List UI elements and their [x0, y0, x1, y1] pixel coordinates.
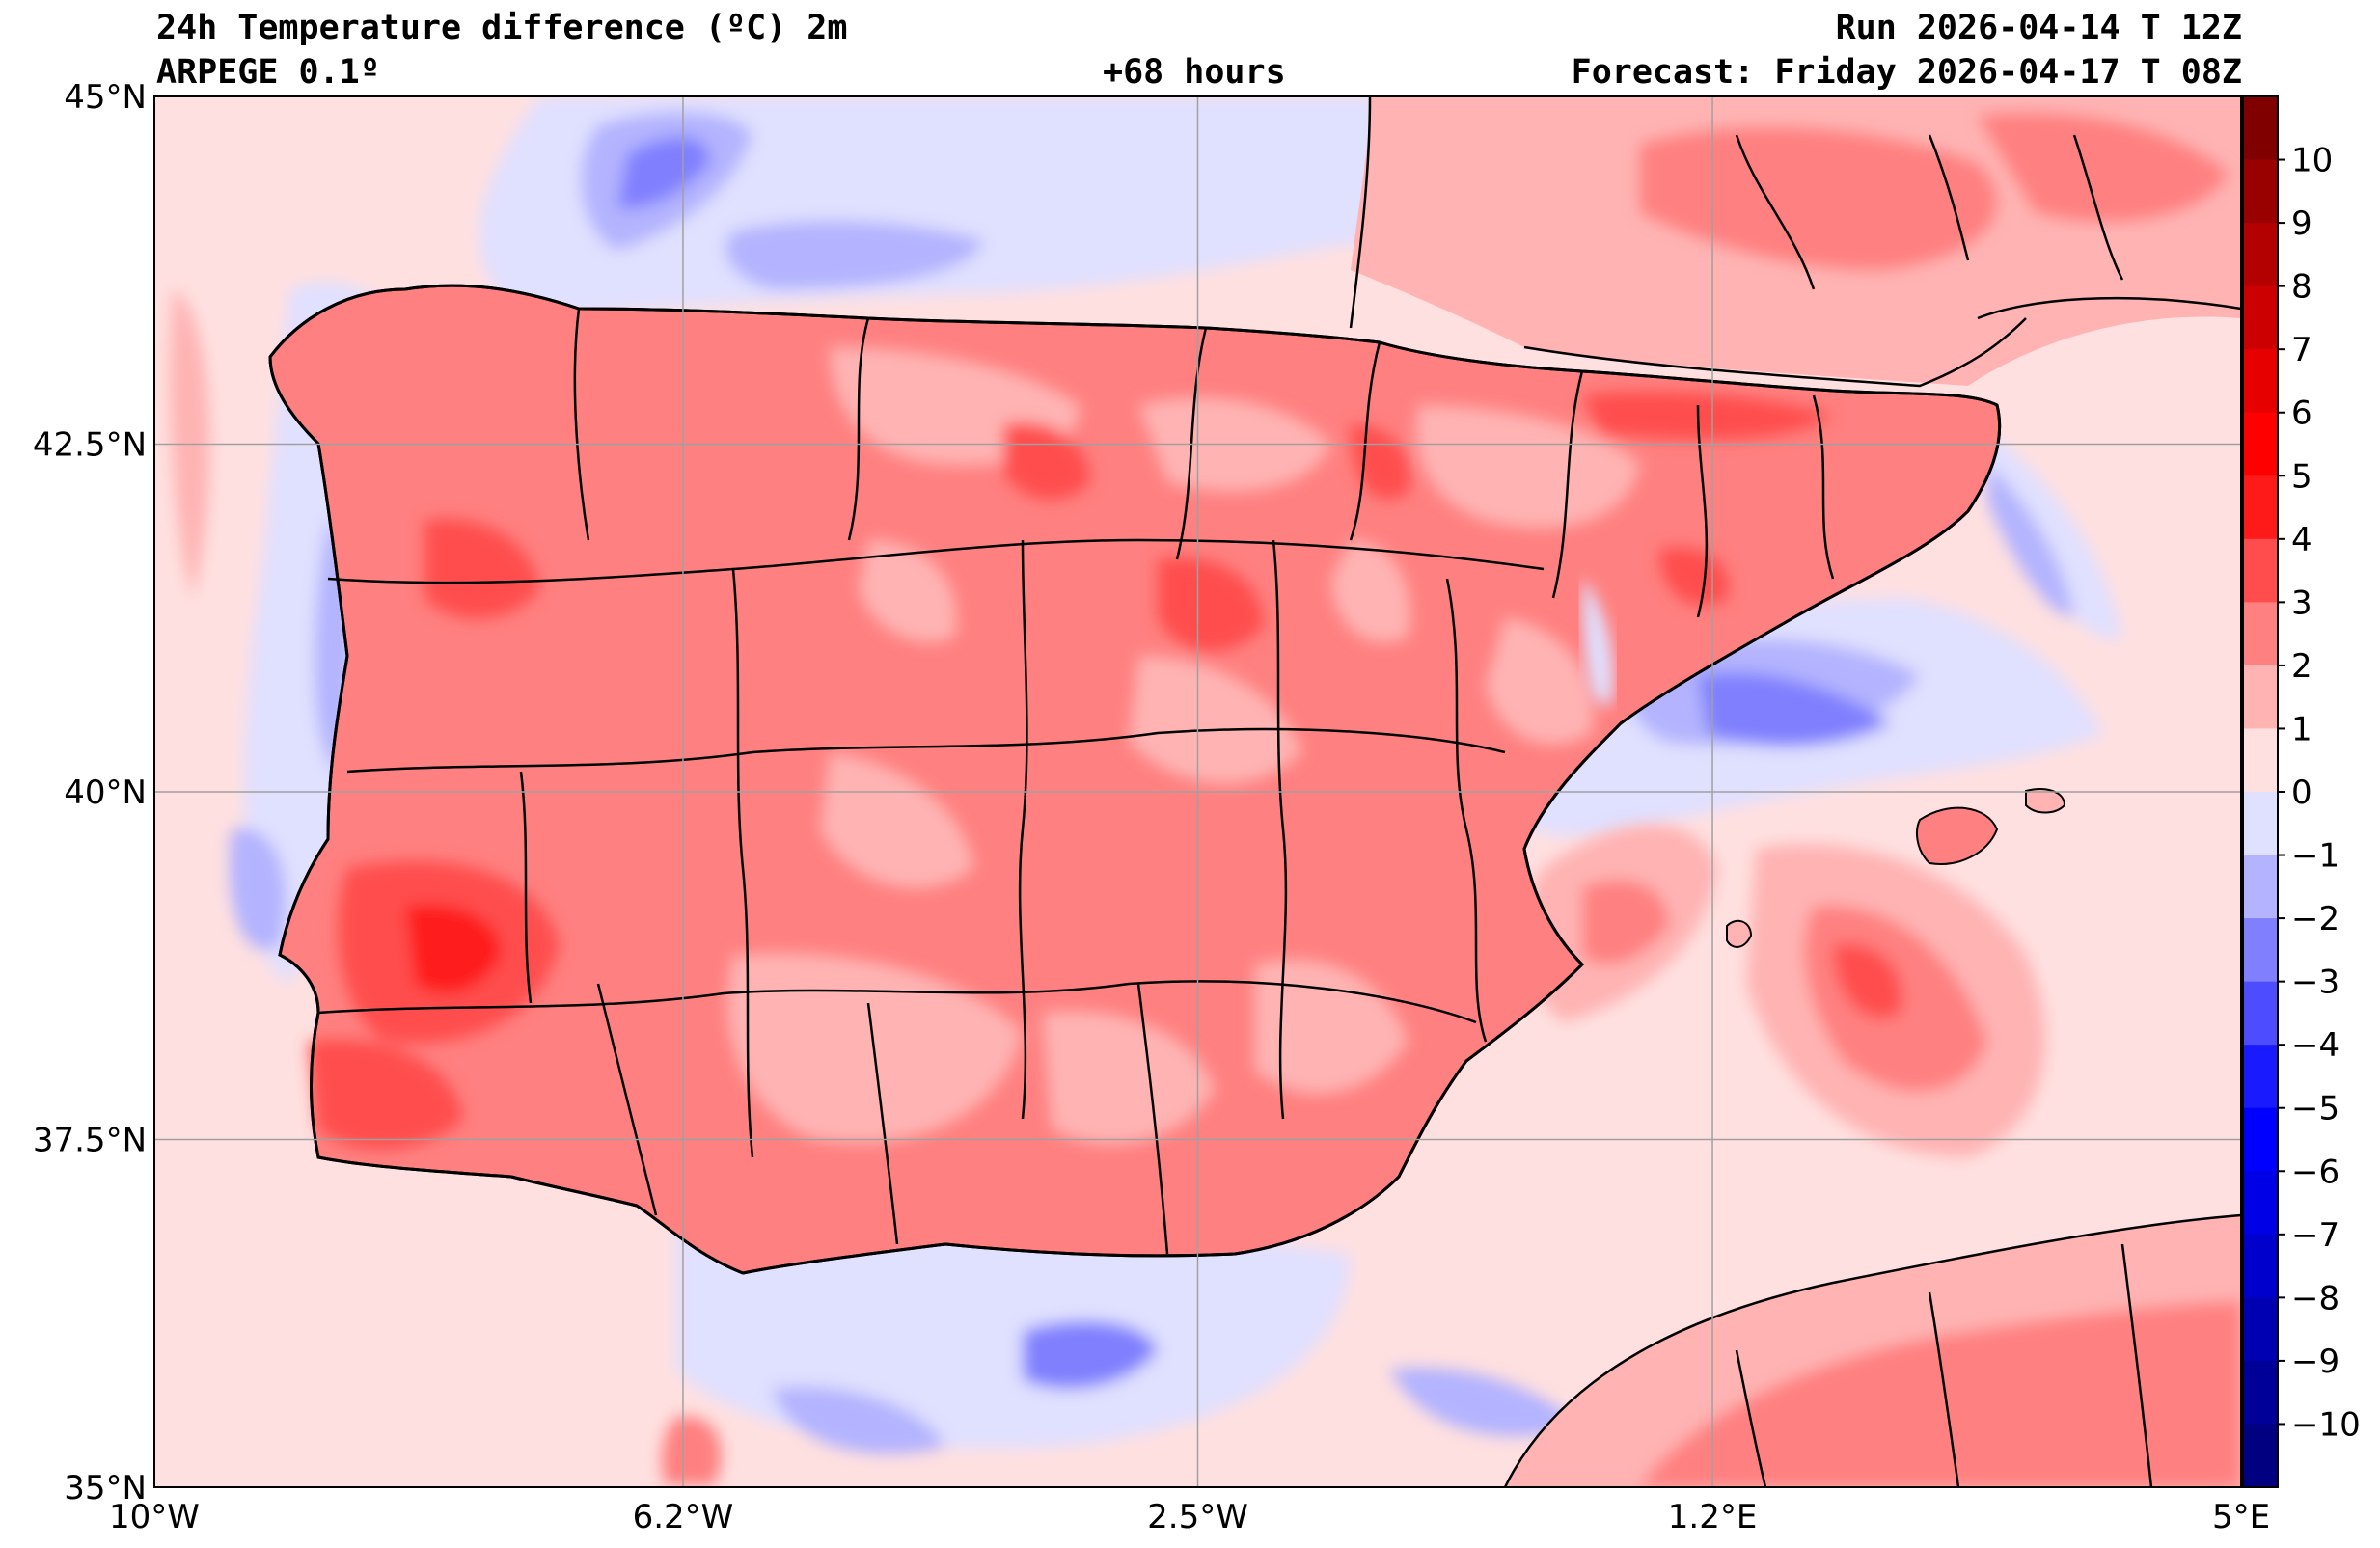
- colorbar-tick-label: 0: [2291, 774, 2312, 812]
- map-field: [154, 96, 2241, 1487]
- colorbar-swatch: [2243, 665, 2278, 729]
- colorbar-tick-label: −8: [2291, 1279, 2339, 1317]
- colorbar-swatch: [2243, 159, 2278, 224]
- colorbar-tick-label: −9: [2291, 1343, 2339, 1381]
- colorbar-swatch: [2243, 349, 2278, 414]
- colorbar-tick-label: 1: [2291, 710, 2312, 748]
- colorbar-swatch: [2243, 918, 2278, 983]
- colorbar-swatch: [2243, 223, 2278, 287]
- colorbar-tick-label: −2: [2291, 900, 2339, 938]
- balearic-islands: [1726, 788, 2066, 948]
- colorbar-tick-label: 9: [2291, 204, 2312, 243]
- gridlines: [154, 96, 2241, 1487]
- lon-tick-label: 6.2°W: [633, 1498, 734, 1536]
- colorbar-swatch: [2243, 538, 2278, 603]
- lon-tick-label: 2.5°W: [1147, 1498, 1248, 1536]
- colorbar-tick-label: 7: [2291, 331, 2312, 369]
- colorbar-swatch: [2243, 602, 2278, 666]
- colorbar-tick-label: 10: [2291, 142, 2333, 180]
- colorbar-swatch: [2243, 475, 2278, 540]
- colorbar-tick-label: 6: [2291, 394, 2312, 433]
- forecast-label: Forecast: Friday 2026-04-17 T 08Z: [1571, 53, 2242, 92]
- colorbar-swatch: [2243, 1234, 2278, 1298]
- colorbar-tick-label: −7: [2291, 1216, 2339, 1255]
- lat-tick-labels: 45°N 42.5°N 40°N 37.5°N 35°N: [33, 78, 147, 1507]
- colorbar-tick-label: −4: [2291, 1026, 2339, 1065]
- colorbar-tick-label: 5: [2291, 457, 2312, 496]
- colorbar-swatch: [2243, 1424, 2278, 1488]
- colorbar-tick-label: −3: [2291, 964, 2339, 1002]
- colorbar-tick-label: −6: [2291, 1153, 2339, 1191]
- iberian-peninsula: [268, 284, 2002, 1275]
- colorbar-swatch: [2243, 1360, 2278, 1425]
- colorbar-swatch: [2243, 1171, 2278, 1236]
- colorbar-tick-label: 4: [2291, 521, 2312, 559]
- colorbar-swatch: [2243, 792, 2278, 856]
- colorbar-tick-label: 8: [2291, 268, 2312, 307]
- warm-sea-areas: [170, 289, 2045, 1485]
- colorbar-tick-label: −10: [2291, 1405, 2361, 1444]
- colorbar-swatch: [2243, 96, 2278, 161]
- france-region: [1351, 96, 2241, 386]
- colorbar-swatch: [2243, 1297, 2278, 1362]
- lat-tick-label: 35°N: [64, 1469, 147, 1507]
- lon-tick-label: 10°W: [109, 1498, 200, 1536]
- colorbar-swatch: [2243, 981, 2278, 1046]
- lon-tick-label: 5°E: [2212, 1498, 2270, 1536]
- lon-tick-label: 1.2°E: [1668, 1498, 1758, 1536]
- model-label: ARPEGE 0.1º: [156, 53, 380, 92]
- country-boundaries: [1349, 96, 2241, 1487]
- colorbar-swatch: [2243, 728, 2278, 793]
- lead-time-label: +68 hours: [1103, 53, 1286, 92]
- province-boundaries: [317, 308, 1835, 1255]
- colorbar: [2243, 96, 2278, 1488]
- colorbar-swatch: [2243, 1107, 2278, 1172]
- lat-tick-label: 37.5°N: [33, 1122, 147, 1160]
- run-label: Run 2026-04-14 T 12Z: [1835, 9, 2242, 47]
- north-africa: [1505, 1215, 2241, 1487]
- lat-tick-label: 45°N: [64, 78, 147, 117]
- colorbar-swatch: [2243, 1045, 2278, 1109]
- lat-tick-label: 42.5°N: [33, 426, 147, 465]
- colorbar-tick-label: 2: [2291, 647, 2312, 686]
- colorbar-tick-label: 3: [2291, 584, 2312, 622]
- colorbar-tick-label: −5: [2291, 1090, 2339, 1128]
- plot-frame: [153, 95, 2242, 1488]
- map-title: 24h Temperature difference (ºC) 2m: [156, 9, 848, 47]
- colorbar-swatch: [2243, 412, 2278, 476]
- lat-tick-label: 40°N: [64, 774, 147, 812]
- colorbar-tick-label: −1: [2291, 837, 2339, 876]
- lon-tick-labels: 10°W 6.2°W 2.5°W 1.2°E 5°E: [109, 1498, 2270, 1536]
- colorbar-swatch: [2243, 285, 2278, 350]
- colorbar-swatch: [2243, 855, 2278, 919]
